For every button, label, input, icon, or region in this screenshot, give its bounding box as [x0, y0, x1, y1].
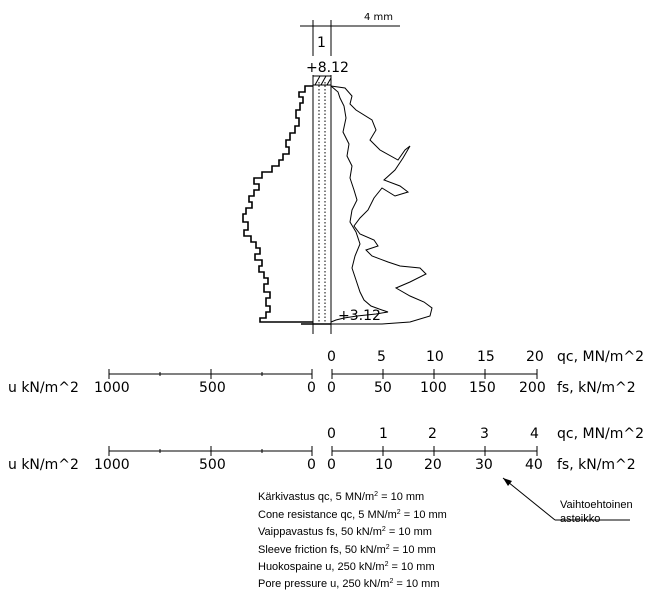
scale-b-qc-tick-4: 4: [530, 426, 539, 442]
column: [312, 75, 332, 334]
scale-b-u-tick-0: 1000: [94, 457, 130, 473]
scale-a-qc-tick-4: 20: [526, 349, 544, 365]
column-number: 1: [317, 35, 326, 51]
scale-b-fs-tick-4: 40: [525, 457, 543, 473]
legend-item: Kärkivastus qc, 5 MN/m2 = 10 mm: [258, 491, 424, 503]
scale-b-u-tick-2: 0: [307, 457, 316, 473]
scale-b-fs-tick-3: 30: [475, 457, 493, 473]
callout-line-2: asteikko: [560, 513, 600, 525]
scale-b-u-tick-1: 500: [199, 457, 226, 473]
scale-b-qc-tick-3: 3: [480, 426, 489, 442]
scale-a-u-tick-2: 0: [307, 380, 316, 396]
scale-b-fs-tick-1: 10: [375, 457, 393, 473]
scale-a: 0 5 10 15 20 qc, MN/m^2 u kN/m^2 1000 50…: [8, 349, 644, 396]
legend: Kärkivastus qc, 5 MN/m2 = 10 mm Cone res…: [258, 491, 447, 590]
scale-b-qc-unit: qc, MN/m^2: [557, 426, 644, 442]
sleeve-friction-profile: [330, 85, 389, 323]
scale-a-fs-tick-2: 100: [420, 380, 447, 396]
scale-a-qc-tick-1: 5: [377, 349, 386, 365]
scale-a-fs-tick-1: 50: [374, 380, 392, 396]
scale-a-u-tick-1: 500: [199, 380, 226, 396]
scale-a-qc-unit: qc, MN/m^2: [557, 349, 644, 365]
scale-b-fs-unit: fs, kN/m^2: [557, 457, 636, 473]
top-level-label: +8.12: [306, 60, 349, 76]
scale-b-qc-tick-0: 0: [327, 426, 336, 442]
scale-b-qc-tick-2: 2: [428, 426, 437, 442]
legend-item: Sleeve friction fs, 50 kN/m2 = 10 mm: [258, 544, 436, 556]
scale-a-qc-tick-3: 15: [477, 349, 495, 365]
legend-item: Pore pressure u, 250 kN/m2 = 10 mm: [258, 578, 440, 590]
scale-a-u-label: u kN/m^2: [8, 380, 79, 396]
scale-a-fs-tick-0: 0: [327, 380, 336, 396]
scale-b-fs-tick-2: 20: [424, 457, 442, 473]
scale-a-u-tick-0: 1000: [94, 380, 130, 396]
callout-line-1: Vaihtoehtoinen: [560, 499, 633, 511]
scale-a-qc-tick-2: 10: [426, 349, 444, 365]
cone-resistance-profile: [330, 85, 433, 325]
legend-item: Vaippavastus fs, 50 kN/m2 = 10 mm: [258, 526, 432, 538]
scale-b: 0 1 2 3 4 qc, MN/m^2 u kN/m^2 1000 500 0…: [8, 426, 644, 473]
scale-b-fs-tick-0: 0: [327, 457, 336, 473]
scale-b-u-label: u kN/m^2: [8, 457, 79, 473]
width-label: 4 mm: [364, 12, 393, 23]
scale-b-qc-tick-1: 1: [379, 426, 388, 442]
scale-a-fs-tick-4: 200: [519, 380, 546, 396]
bottom-level-label: +3.12: [338, 308, 381, 324]
scale-a-fs-unit: fs, kN/m^2: [557, 380, 636, 396]
scale-a-qc-tick-0: 0: [327, 349, 336, 365]
scale-a-fs-tick-3: 150: [469, 380, 496, 396]
alternative-scale-callout: Vaihtoehtoinen asteikko: [502, 477, 633, 525]
legend-item: Cone resistance qc, 5 MN/m2 = 10 mm: [258, 509, 447, 521]
width-dimension: 4 mm 1: [300, 12, 400, 56]
pore-pressure-profile: [242, 85, 313, 323]
legend-item: Huokospaine u, 250 kN/m2 = 10 mm: [258, 561, 435, 573]
